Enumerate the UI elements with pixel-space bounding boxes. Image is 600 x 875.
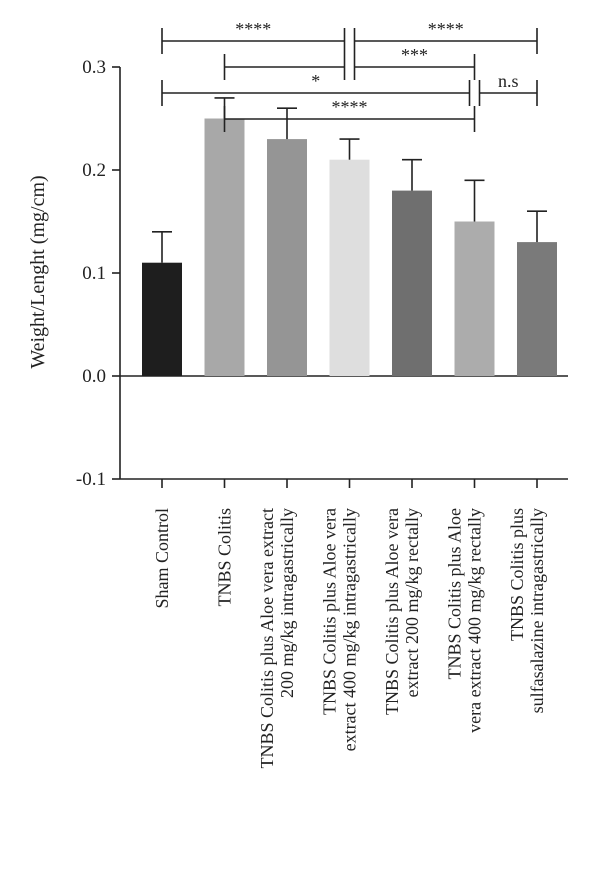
y-tick-label: 0.1 [82,263,106,284]
x-category-label: extract 400 mg/kg intragastrically [340,508,360,751]
y-tick-label: 0.0 [82,366,106,387]
x-category-label: Sham Control [152,508,172,609]
x-category-label: vera extract 400 mg/kg rectally [465,508,485,733]
bar-6 [454,221,495,376]
x-category-label: TNBS Colitis plus Aloe vera extract [257,508,277,768]
x-category-label: TNBS Colitis [215,508,235,607]
significance-label: n.s [498,71,519,91]
x-category-label: extract 200 mg/kg rectally [402,508,422,697]
bar-2 [204,118,245,376]
significance-bracket: **** [223,97,476,132]
axes: -0.1 0.0 0.1 0.2 0.3 [76,57,568,490]
significance-bracket: *** [353,45,476,80]
significance-bracket: **** [353,19,538,54]
y-tick-label: 0.3 [82,57,106,78]
significance-bracket: **** [161,19,346,54]
significance-label: **** [235,19,271,39]
significance-bracket: * [161,71,471,106]
significance-bracket: n.s [478,71,538,106]
x-category-label: 200 mg/kg intragastrically [277,508,297,698]
significance-label: **** [332,97,368,117]
bar-5 [392,190,432,376]
category-labels: Sham Control TNBS Colitis TNBS Colitis plu… [152,508,547,768]
x-category-label: TNBS Colitis plus Aloe vera [320,508,340,715]
bar-4 [329,159,370,376]
y-axis-title: Weight/Lenght (mg/cm) [27,175,49,368]
bar-3 [267,139,307,376]
significance-label: **** [428,19,464,39]
x-category-label: TNBS Colitis plus Aloe [445,508,465,680]
bar-1 [142,262,182,376]
bar-7 [517,242,557,376]
y-tick-label: -0.1 [76,469,106,490]
y-tick-label: 0.2 [82,160,106,181]
significance-label: *** [401,45,428,65]
x-category-label: TNBS Colitis plus [507,508,527,641]
significance-bracket [223,54,346,80]
significance-brackets: **** ******** n.s**** [161,19,538,132]
x-category-label: TNBS Colitis plus Aloe vera [382,508,402,715]
bars [142,118,557,376]
significance-label: * [311,71,320,91]
x-category-label: sulfasalazine intragastrically [527,508,547,713]
